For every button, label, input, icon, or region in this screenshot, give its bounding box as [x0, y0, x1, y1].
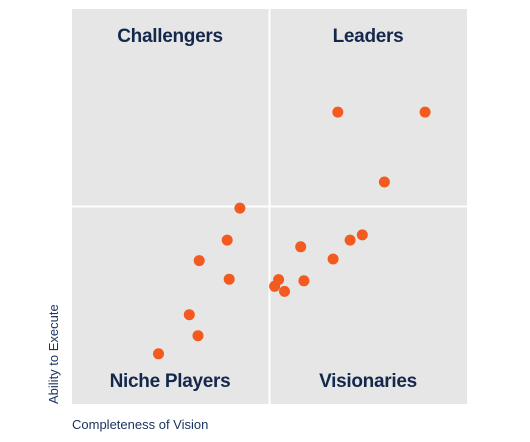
data-point [192, 330, 204, 342]
quadrant-label-visionaries: Visionaries [319, 371, 417, 392]
y-axis-label: Ability to Execute [46, 304, 61, 404]
data-point [269, 280, 281, 292]
data-point [153, 348, 164, 360]
data-point [223, 273, 235, 285]
data-point [332, 106, 344, 118]
data-point [327, 253, 339, 265]
data-points [153, 106, 431, 360]
data-point [221, 234, 233, 246]
data-point [344, 234, 356, 246]
data-point [298, 275, 310, 287]
data-point [193, 255, 205, 267]
quadrant-label-challengers: Challengers [117, 26, 222, 47]
data-point [234, 202, 246, 214]
data-point [356, 229, 368, 241]
x-axis-label: Completeness of Vision [72, 417, 208, 432]
quadrant-label-niche-players: Niche Players [110, 371, 231, 392]
data-point [279, 285, 290, 297]
quadrant-label-leaders: Leaders [333, 26, 404, 47]
data-point [183, 309, 195, 321]
data-point [378, 176, 390, 188]
data-point [419, 106, 431, 118]
data-point [295, 241, 307, 253]
